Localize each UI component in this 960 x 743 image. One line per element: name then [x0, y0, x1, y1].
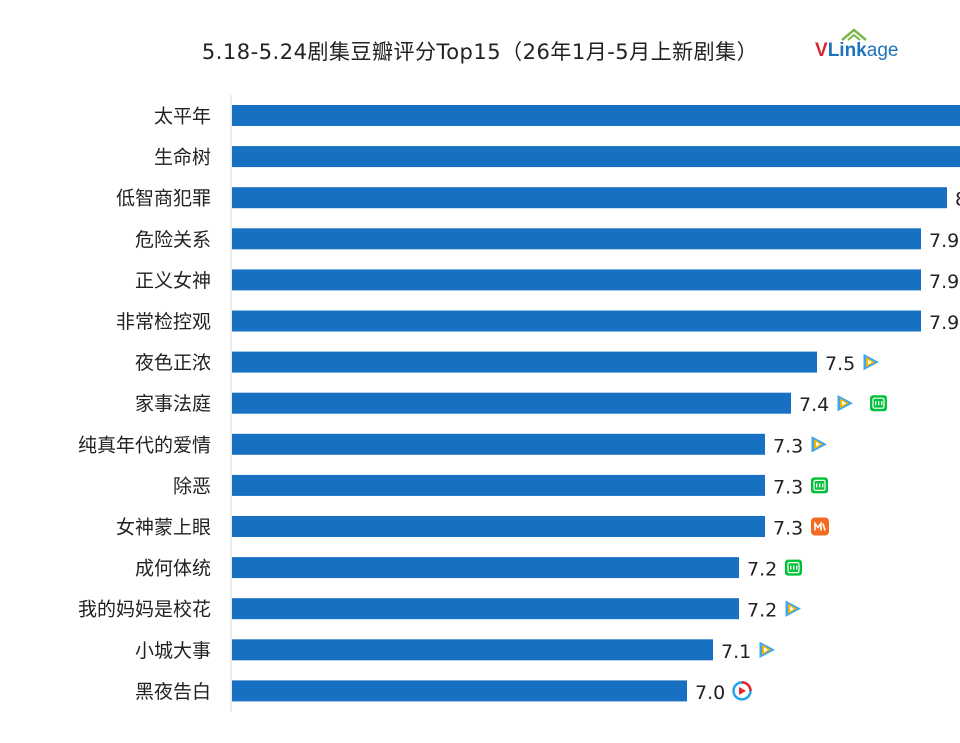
logo-text-link: Link: [827, 40, 867, 61]
value-label: 7.3: [773, 435, 803, 457]
value-label: 7.3: [773, 476, 803, 498]
value-label: 7.9: [929, 230, 959, 252]
category-label: 太平年: [154, 106, 211, 128]
value-label: 7.1: [721, 641, 751, 663]
house-logo-icon: [841, 28, 867, 41]
tencent-video-icon: [784, 598, 804, 619]
chart-title: 5.18-5.24剧集豆瓣评分Top15（26年1月-5月上新剧集）: [201, 40, 759, 64]
category-label: 低智商犯罪: [116, 188, 211, 210]
tencent-video-icon: [862, 352, 882, 372]
bar-row: 危险关系 7.9: [135, 228, 959, 252]
iqiyi-icon: [870, 395, 887, 412]
bar-row: 黑夜告白 7.0: [135, 680, 752, 704]
bar: [232, 433, 765, 455]
bar-row: 成何体统 7.2: [135, 557, 802, 581]
category-label: 家事法庭: [135, 393, 211, 415]
bar: [232, 269, 921, 291]
bar: [232, 598, 739, 620]
bar-row: 小城大事 7.1: [135, 639, 778, 663]
bar: [232, 392, 791, 414]
logo-text-v: V: [815, 40, 828, 61]
bar: [232, 310, 921, 332]
tencent-video-icon: [836, 393, 856, 414]
bar: [232, 187, 947, 209]
value-label: 7.3: [773, 518, 803, 540]
bar: [232, 146, 960, 168]
category-label: 夜色正浓: [135, 352, 211, 374]
value-label: 7.9: [929, 271, 959, 293]
tencent-video-icon: [810, 434, 830, 455]
value-label: 7.0: [695, 682, 725, 704]
bar-row: 家事法庭 7.4: [135, 392, 887, 416]
bar-row: 纯真年代的爱情 7.3: [78, 433, 830, 457]
vlinkage-logo: VLinkage: [815, 28, 915, 68]
category-label: 正义女神: [135, 270, 211, 292]
bar-row: 生命树8.3: [154, 146, 960, 169]
value-label: 7.4: [799, 394, 829, 416]
bar: [232, 228, 921, 250]
bar: [232, 639, 713, 661]
bar: [232, 557, 739, 579]
value-label: 8.0: [955, 189, 960, 211]
category-label: 生命树: [154, 147, 211, 169]
bar: [232, 680, 687, 702]
bar-row: 低智商犯罪 8.0: [116, 187, 960, 211]
bar-row: 女神蒙上眼 7.3: [116, 516, 829, 540]
category-label: 女神蒙上眼: [116, 517, 211, 539]
category-label: 非常检控观: [116, 311, 211, 333]
bar-row: 夜色正浓 7.5: [135, 351, 882, 375]
bar-row: 正义女神 7.9: [135, 269, 959, 293]
category-label: 成何体统: [135, 558, 211, 580]
mgtv-icon: [811, 517, 829, 536]
bar: [232, 351, 817, 373]
bar-row: 太平年8.4: [154, 105, 960, 128]
bar: [232, 105, 960, 126]
bar-row: 我的妈妈是校花 7.2: [78, 598, 804, 622]
category-label: 小城大事: [135, 640, 211, 662]
category-label: 危险关系: [135, 229, 211, 251]
bar-row: 除恶 7.3: [173, 474, 828, 498]
bar: [232, 474, 765, 496]
value-label: 7.2: [747, 600, 777, 622]
tencent-video-icon: [758, 639, 778, 660]
category-label: 我的妈妈是校花: [78, 599, 211, 621]
bar-row: 非常检控观 7.9: [116, 310, 959, 334]
value-label: 7.9: [929, 312, 959, 334]
logo-text-age: age: [866, 40, 899, 61]
value-label: 7.5: [825, 353, 855, 375]
iqiyi-icon: [785, 559, 802, 576]
value-label: 7.2: [747, 559, 777, 581]
category-label: 纯真年代的爱情: [78, 434, 211, 456]
logo-text: VLinkage: [815, 40, 898, 62]
youku-icon: [732, 681, 752, 701]
iqiyi-icon: [811, 477, 828, 494]
bar: [232, 516, 765, 537]
category-label: 黑夜告白: [135, 681, 211, 703]
category-label: 除恶: [173, 475, 211, 497]
